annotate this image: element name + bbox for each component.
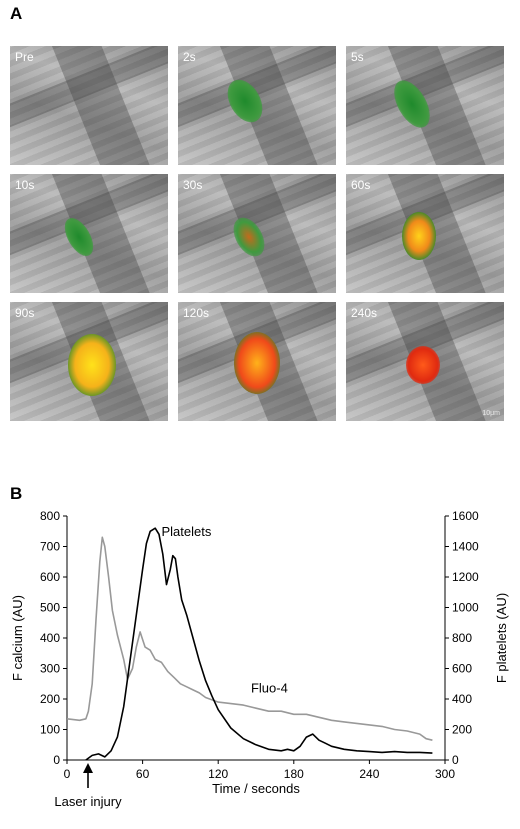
y-tick-label-right: 600 bbox=[452, 662, 472, 676]
yellow-orange-signal bbox=[68, 334, 116, 396]
frame-time-label: 90s bbox=[15, 306, 35, 320]
y-tick-label-right: 200 bbox=[452, 723, 472, 737]
micrograph-frame: 240s 10μm bbox=[346, 302, 504, 421]
red-signal bbox=[406, 346, 440, 384]
y-tick-label-right: 1200 bbox=[452, 570, 479, 584]
chart-labels: 0100200300400500600700800020040060080010… bbox=[10, 509, 509, 809]
x-axis-title: Time / seconds bbox=[212, 781, 300, 796]
laser-injury-label: Laser injury bbox=[54, 794, 122, 809]
y-tick-label-right: 1000 bbox=[452, 601, 479, 615]
series-line-platelets bbox=[85, 527, 433, 761]
y-tick-label-left: 600 bbox=[40, 570, 60, 584]
frame-time-label: 10s bbox=[15, 178, 35, 192]
yellow-orange-signal bbox=[402, 212, 436, 260]
platelets-annotation: Platelets bbox=[162, 524, 212, 539]
x-tick-label: 0 bbox=[64, 767, 71, 781]
micrograph-frame: 90s bbox=[10, 302, 168, 421]
x-tick-label: 300 bbox=[435, 767, 455, 781]
frame-time-label: 2s bbox=[183, 50, 196, 64]
y-tick-label-left: 400 bbox=[40, 631, 60, 645]
micrograph-frame: Pre bbox=[10, 46, 168, 165]
y-tick-label-right: 400 bbox=[452, 692, 472, 706]
micrograph-frame: 10s bbox=[10, 174, 168, 293]
chart-series bbox=[66, 527, 433, 761]
frame-time-label: 120s bbox=[183, 306, 210, 320]
y-tick-label-left: 300 bbox=[40, 662, 60, 676]
x-tick-label: 240 bbox=[359, 767, 379, 781]
red-orange-signal bbox=[234, 332, 280, 394]
micrograph-frame: 30s bbox=[178, 174, 336, 293]
micrograph-frame: 120s bbox=[178, 302, 336, 421]
y-tick-label-left: 200 bbox=[40, 692, 60, 706]
frame-time-label: Pre bbox=[15, 50, 34, 64]
y-tick-label-right: 1400 bbox=[452, 540, 479, 554]
scale-bar-label: 10μm bbox=[482, 410, 500, 417]
frame-time-label: 240s bbox=[351, 306, 378, 320]
x-tick-label: 180 bbox=[284, 767, 304, 781]
y-axis-title-left: F calcium (AU) bbox=[10, 595, 25, 681]
y-tick-label-left: 100 bbox=[40, 723, 60, 737]
frame-time-label: 60s bbox=[351, 178, 371, 192]
micrograph-frame: 5s bbox=[346, 46, 504, 165]
panel-a-letter: A bbox=[10, 4, 23, 23]
y-tick-label-left: 500 bbox=[40, 601, 60, 615]
y-tick-label-left: 800 bbox=[40, 509, 60, 523]
y-tick-label-left: 700 bbox=[40, 540, 60, 554]
x-tick-label: 120 bbox=[208, 767, 228, 781]
x-tick-label: 60 bbox=[136, 767, 150, 781]
y-tick-label-right: 800 bbox=[452, 631, 472, 645]
calcium-platelet-chart: 0100200300400500600700800020040060080010… bbox=[10, 509, 509, 809]
micrograph-frame: 60s bbox=[346, 174, 504, 293]
panel-b-letter: B bbox=[10, 484, 23, 503]
y-tick-label-left: 0 bbox=[53, 753, 60, 767]
y-tick-label-right: 0 bbox=[452, 753, 459, 767]
y-tick-label-right: 1600 bbox=[452, 509, 479, 523]
frame-time-label: 5s bbox=[351, 50, 364, 64]
fluo4-annotation: Fluo-4 bbox=[251, 680, 288, 695]
micrograph-frame: 2s bbox=[178, 46, 336, 165]
y-axis-title-right: F platelets (AU) bbox=[494, 593, 509, 683]
laser-injury-arrowhead bbox=[83, 763, 93, 773]
chart-axes bbox=[63, 515, 449, 764]
series-line-fluo-4 bbox=[66, 536, 433, 741]
micrograph-grid: Pre 2s 5s 10s 30s 60s 90s 120s 240s bbox=[10, 46, 505, 423]
frame-time-label: 30s bbox=[183, 178, 203, 192]
